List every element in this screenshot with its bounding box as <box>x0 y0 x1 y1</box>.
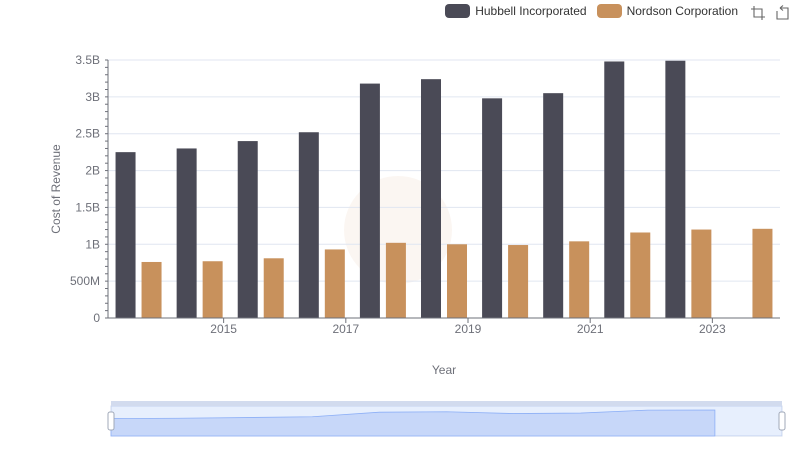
bar-nordson <box>385 242 406 318</box>
bar-nordson <box>202 261 223 318</box>
zoom-slider-selection <box>111 406 782 436</box>
bar-hubbell <box>176 148 197 318</box>
legend-swatch-nordson <box>596 4 622 18</box>
bar-nordson <box>691 229 712 318</box>
legend-label-hubbell: Hubbell Incorporated <box>475 4 587 18</box>
x-tick-label: 2017 <box>332 322 359 336</box>
bar-nordson <box>569 241 590 318</box>
bar-hubbell <box>421 79 441 318</box>
y-tick-label: 3B <box>85 90 100 104</box>
bar-hubbell <box>359 83 380 319</box>
bar-hubbell <box>543 93 564 319</box>
legend-item-nordson[interactable]: Nordson Corporation <box>596 4 738 18</box>
bar-nordson <box>447 244 467 318</box>
toolbox <box>750 5 790 21</box>
y-tick-label: 2.5B <box>75 127 100 141</box>
bar-hubbell <box>298 132 319 318</box>
bar-nordson <box>508 245 529 318</box>
legend-item-hubbell[interactable]: Hubbell Incorporated <box>445 4 587 18</box>
bar-nordson <box>324 249 345 318</box>
zoom-slider-preview <box>110 409 716 437</box>
zoom-icon[interactable] <box>750 5 766 21</box>
y-tick-label: 1B <box>85 237 100 251</box>
legend-label-nordson: Nordson Corporation <box>626 4 738 18</box>
legend-swatch-hubbell <box>445 4 471 18</box>
zoom-handle-left[interactable] <box>107 411 115 431</box>
y-tick-label: 3.5B <box>75 53 100 67</box>
x-axis-title: Year <box>432 363 456 377</box>
y-tick-label: 2B <box>85 164 100 178</box>
x-tick-label: 2021 <box>577 322 604 336</box>
x-tick-label: 2015 <box>210 322 237 336</box>
bar-hubbell <box>237 141 258 318</box>
zoom-handle-right[interactable] <box>778 411 786 431</box>
bar-hubbell <box>115 152 136 318</box>
x-tick-label: 2019 <box>455 322 482 336</box>
bar-nordson <box>752 228 773 318</box>
restore-icon[interactable] <box>774 5 790 21</box>
y-tick-label: 500M <box>70 274 100 288</box>
legend: Hubbell Incorporated Nordson Corporation <box>445 4 738 18</box>
y-tick-label: 0 <box>93 311 100 325</box>
x-tick-label: 2023 <box>699 322 726 336</box>
bar-hubbell <box>482 98 503 319</box>
zoom-slider-top-bar <box>111 401 782 406</box>
y-tick-label: 1.5B <box>75 200 100 214</box>
bar-nordson <box>630 232 651 318</box>
bar-nordson <box>263 258 284 318</box>
bar-hubbell <box>665 60 686 318</box>
bar-hubbell <box>604 61 625 319</box>
bar-nordson <box>141 261 162 318</box>
y-axis-title: Cost of Revenue <box>49 144 63 234</box>
